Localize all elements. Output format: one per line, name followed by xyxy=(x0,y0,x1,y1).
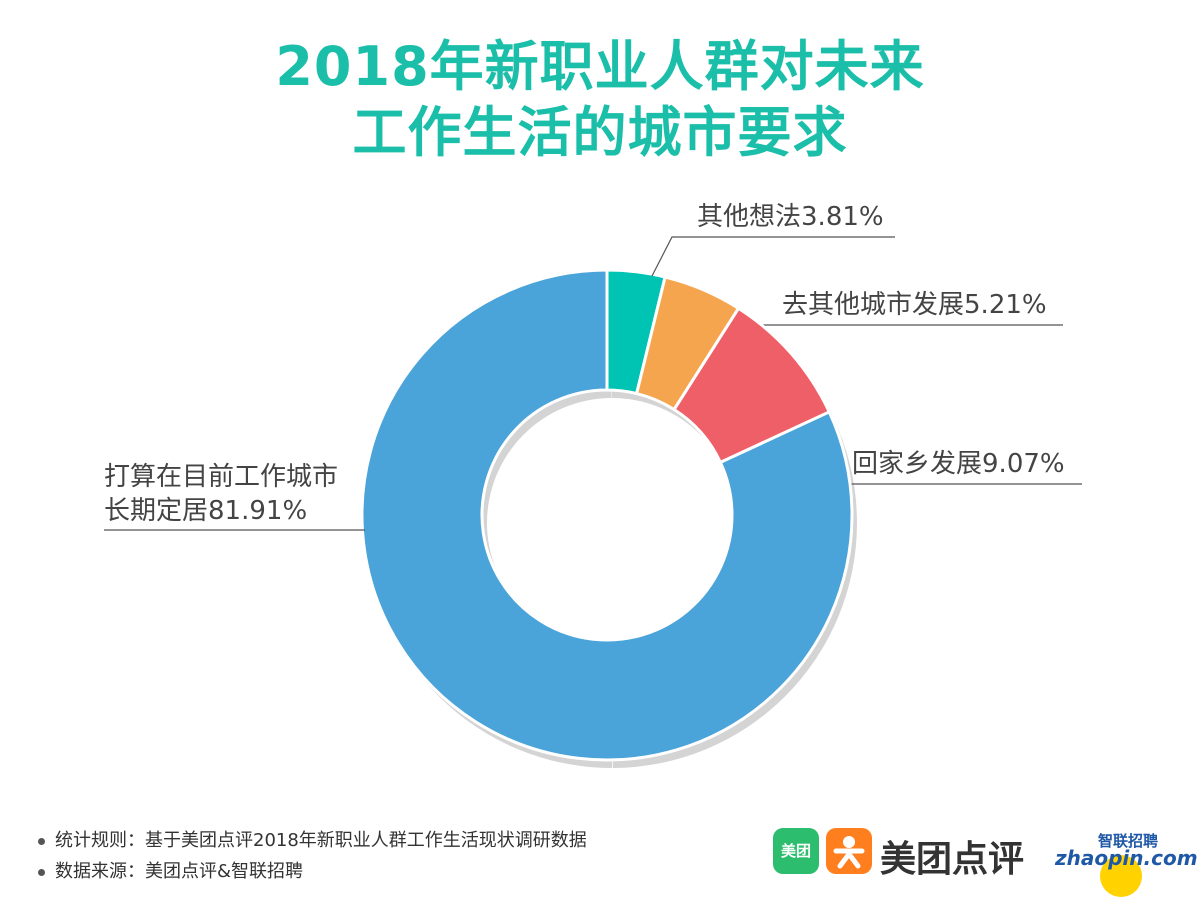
category-label: 去其他城市发展 xyxy=(782,290,965,320)
footer-note: 统计规则：基于美团点评2018年新职业人群工作生活现状调研数据 xyxy=(38,826,587,852)
category-label: 其他想法 xyxy=(697,202,802,232)
data-label: 打算在目前工作城市长期定居81.91% xyxy=(104,460,354,528)
leader-line xyxy=(734,321,1063,326)
leader-line xyxy=(651,236,895,277)
value-label: 5.21% xyxy=(964,290,1047,320)
logo-icon: 美团 xyxy=(773,828,819,874)
logo-icon xyxy=(826,828,872,874)
logo-text: 美团点评 xyxy=(880,839,1025,880)
chart-title: 工作生活的城市要求 xyxy=(352,101,848,164)
category-label: 回家乡发展 xyxy=(852,449,983,479)
category-label: 打算在目前工作城市长期定居 xyxy=(104,462,339,526)
value-label: 81.91% xyxy=(208,496,308,526)
donut-segment xyxy=(360,268,854,762)
value-label: 3.81% xyxy=(801,202,884,232)
data-label: 去其他城市发展5.21% xyxy=(782,288,1102,322)
logo-glyph xyxy=(833,836,865,869)
logo-circle xyxy=(1100,855,1142,897)
logo-text: 智联招聘 xyxy=(1098,832,1159,850)
logo-text: zhaopin.com xyxy=(1055,846,1198,870)
footer-note: 数据来源：美团点评&智联招聘 xyxy=(38,857,303,883)
chart-title: 2018年新职业人群对未来 xyxy=(275,35,925,98)
data-label: 回家乡发展9.07% xyxy=(852,447,1152,481)
data-label: 其他想法3.81% xyxy=(697,200,957,234)
value-label: 9.07% xyxy=(982,449,1065,479)
